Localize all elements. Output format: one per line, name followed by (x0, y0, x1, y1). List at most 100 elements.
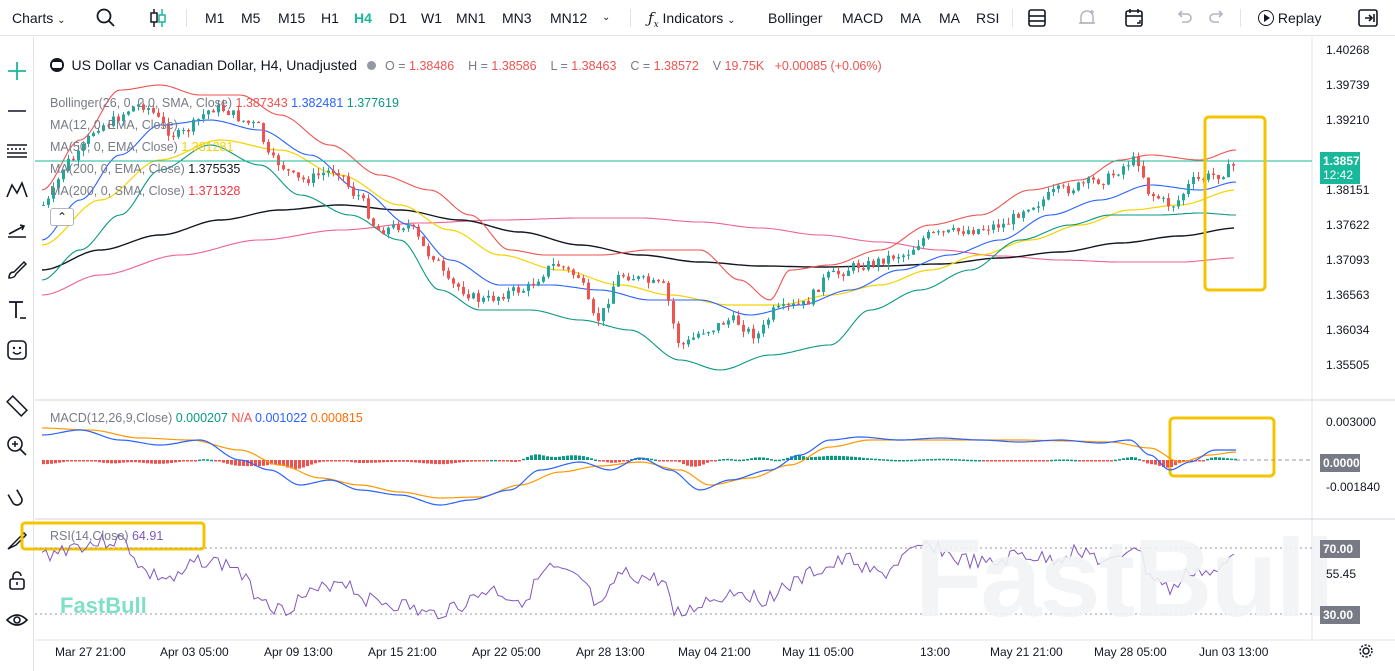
macd-histogram-bar (930, 459, 933, 461)
quick-indicator-ma-2[interactable]: MA (939, 10, 960, 26)
bollinger-lower-value: 1.377619 (346, 96, 399, 110)
timeframe-mn3[interactable]: MN3 (502, 10, 532, 26)
quick-indicator-bollinger[interactable]: Bollinger (768, 10, 823, 26)
price-axis-label: 1.36563 (1326, 288, 1370, 302)
quick-indicator-macd[interactable]: MACD (842, 10, 884, 26)
candle-body (707, 332, 710, 334)
macd-histogram-bar (358, 460, 361, 463)
price-axis-label: 1.37622 (1326, 218, 1370, 232)
indicators-button[interactable]: ƒx Indicators ⌄ (648, 0, 736, 36)
macd-histogram-bar (670, 460, 673, 462)
timeframe-d1[interactable]: D1 (389, 10, 407, 26)
candle-body (677, 323, 680, 344)
candle-body (62, 170, 65, 180)
brand-logo: FastBull (60, 593, 147, 618)
macd-histogram-bar (590, 458, 593, 460)
macd-histogram-bar (1034, 460, 1037, 462)
settings-gear-icon[interactable] (1358, 643, 1374, 659)
candle-body (602, 308, 605, 321)
ma12-legend[interactable]: MA(12, 0, EMA, Close) (50, 118, 178, 132)
macd-histogram-bar (710, 460, 713, 462)
macd-histogram-bar (1094, 460, 1097, 462)
macd-histogram-bar (258, 460, 261, 467)
charts-menu-button[interactable]: Charts ⌄ (12, 0, 66, 36)
macd-histogram-bar (450, 460, 453, 464)
macd-histogram-bar (646, 458, 649, 460)
horizontal-lines-icon[interactable] (4, 137, 30, 163)
candle-body (527, 283, 530, 291)
ma50-legend[interactable]: MA(50, 0, EMA, Close) 1.381281 (50, 140, 234, 154)
macd-histogram-bar (514, 460, 517, 462)
toolbar-divider (186, 9, 187, 27)
timeframe-h1[interactable]: H1 (321, 10, 339, 26)
replay-button[interactable]: Replay (1258, 0, 1321, 36)
timeframe-m1[interactable]: M1 (205, 10, 225, 26)
candle-body (997, 224, 1000, 228)
timeframe-more-chevron-icon[interactable]: ⌄ (602, 12, 611, 23)
ma200-ema-legend[interactable]: MA(200, 0, EMA, Close) 1.375535 (50, 162, 241, 176)
magnet-icon[interactable] (4, 487, 30, 513)
rsi-legend[interactable]: RSI(14,Close) 64.91 (50, 529, 164, 543)
macd-histogram-bar (890, 459, 893, 462)
candle-body (57, 179, 60, 188)
collapse-legend-button[interactable]: ⌃ (50, 208, 74, 226)
timeframe-w1[interactable]: W1 (421, 10, 442, 26)
calendar-icon[interactable] (1123, 6, 1147, 30)
macd-histogram-bar (894, 459, 897, 462)
timeframe-m5[interactable]: M5 (241, 10, 261, 26)
visibility-dot-icon[interactable] (366, 61, 376, 70)
macd-legend[interactable]: MACD(12,26,9,Close) 0.000207 N/A 0.00102… (50, 411, 363, 425)
macd-histogram-bar (294, 460, 297, 469)
timeframe-m15[interactable]: M15 (278, 10, 306, 26)
candle-body (662, 281, 665, 283)
emoji-icon[interactable] (4, 337, 30, 363)
candle-body (867, 260, 870, 270)
zoom-in-icon[interactable] (4, 433, 30, 459)
macd-histogram-bar (446, 460, 449, 464)
macd-histogram-bar (1162, 460, 1165, 468)
undo-icon[interactable] (1172, 6, 1196, 30)
candle-body (762, 324, 765, 334)
candle-body (407, 224, 410, 229)
quick-indicator-rsi[interactable]: RSI (976, 10, 1000, 26)
macd-histogram-bar (326, 460, 329, 462)
candle-body (252, 122, 255, 124)
brush-icon[interactable] (4, 257, 30, 283)
timeframe-mn1[interactable]: MN1 (456, 10, 486, 26)
highlight-box-macd (1168, 416, 1276, 478)
layout-icon[interactable] (1025, 6, 1049, 30)
eye-icon[interactable] (4, 607, 30, 633)
macd-histogram-bar (1182, 460, 1185, 462)
pattern-icon[interactable] (4, 177, 30, 203)
projection-icon[interactable] (4, 217, 30, 243)
search-icon[interactable] (94, 6, 118, 30)
trend-line-icon[interactable] (4, 98, 30, 124)
candle-body (987, 229, 990, 231)
candle-body (1177, 200, 1180, 207)
bollinger-legend[interactable]: Bollinger(26, 0, 2.0, SMA, Close) 1.3873… (50, 96, 399, 110)
alert-icon[interactable] (1075, 6, 1099, 30)
macd-histogram-bar (982, 460, 985, 462)
lock-icon[interactable] (4, 567, 30, 593)
redo-icon[interactable] (1205, 6, 1229, 30)
time-axis-label: May 04 21:00 (678, 645, 751, 659)
timeframe-mn12[interactable]: MN12 (550, 10, 588, 26)
candle-body (347, 176, 350, 187)
ruler-icon[interactable] (4, 393, 30, 419)
fullscreen-exit-icon[interactable] (1356, 6, 1380, 30)
timeframe-h4[interactable]: H4 (354, 10, 372, 26)
text-tool-icon[interactable] (4, 297, 30, 323)
candle-body (427, 246, 430, 257)
ma200-sma-legend[interactable]: MA(200, 0, SMA, Close) 1.371328 (50, 184, 241, 198)
candle-body (1167, 197, 1170, 207)
quick-indicator-ma[interactable]: MA (900, 10, 921, 26)
crosshair-icon[interactable] (4, 58, 30, 84)
candle-body (282, 165, 285, 170)
macd-histogram-bar (1014, 460, 1017, 462)
eraser-brush-icon[interactable] (4, 527, 30, 553)
time-axis-label: Apr 22 05:00 (472, 645, 541, 659)
symbol-title: US Dollar vs Canadian Dollar, H4, Unadju… (71, 57, 358, 73)
candle-body (917, 245, 920, 250)
candlestick-type-icon[interactable] (146, 6, 170, 30)
